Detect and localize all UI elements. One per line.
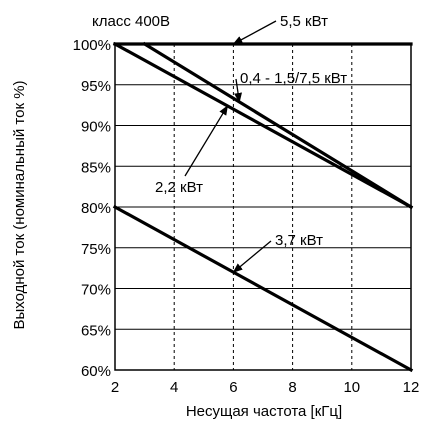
annotation-arrow (232, 20, 277, 45)
x-tick-label: 8 (288, 379, 296, 396)
x-tick-label: 12 (403, 379, 420, 396)
x-tick-label: 4 (170, 379, 178, 396)
x-axis-label: Несущая частота [кГц] (186, 403, 342, 420)
y-axis-label: Выходной ток (номинальный ток %) (11, 80, 28, 329)
x-tick-label: 2 (111, 379, 119, 396)
annotation-label: 3,7 кВт (275, 232, 323, 249)
annotation-arrow (234, 78, 242, 103)
annotation-label: 5,5 кВт (280, 13, 328, 30)
y-tick-label: 65% (81, 322, 111, 339)
y-tick-label: 70% (81, 282, 111, 299)
grid (115, 44, 411, 370)
y-tick-label: 100% (73, 37, 111, 54)
annotations: класс 400В 5,5 кВт 0,4 - 1,5/7,5 кВт 2,2 кВ… (92, 13, 347, 273)
y-tick-label: 60% (81, 363, 111, 380)
annotation-label: 2,2 кВт (155, 179, 203, 196)
y-tick-labels: 60% 65% 70% 75% 80% 85% 90% 95% 100% (73, 37, 111, 380)
y-tick-label: 90% (81, 119, 111, 136)
y-tick-label: 95% (81, 78, 111, 95)
annotation-arrow (184, 105, 229, 177)
annotation-label: 0,4 - 1,5/7,5 кВт (240, 70, 347, 87)
plot-frame (114, 43, 412, 371)
x-tick-labels: 2 4 6 8 10 12 (111, 379, 420, 396)
y-tick-label: 85% (81, 159, 111, 176)
series-line-2 (142, 41, 414, 210)
x-tick-label: 10 (343, 379, 360, 396)
series-line-4 (112, 204, 414, 373)
x-tick-label: 6 (229, 379, 237, 396)
series-line-3 (112, 41, 414, 210)
annotation-label: класс 400В (92, 13, 170, 30)
y-tick-label: 75% (81, 241, 111, 258)
y-tick-label: 80% (81, 200, 111, 217)
annotation-arrow (232, 240, 272, 273)
